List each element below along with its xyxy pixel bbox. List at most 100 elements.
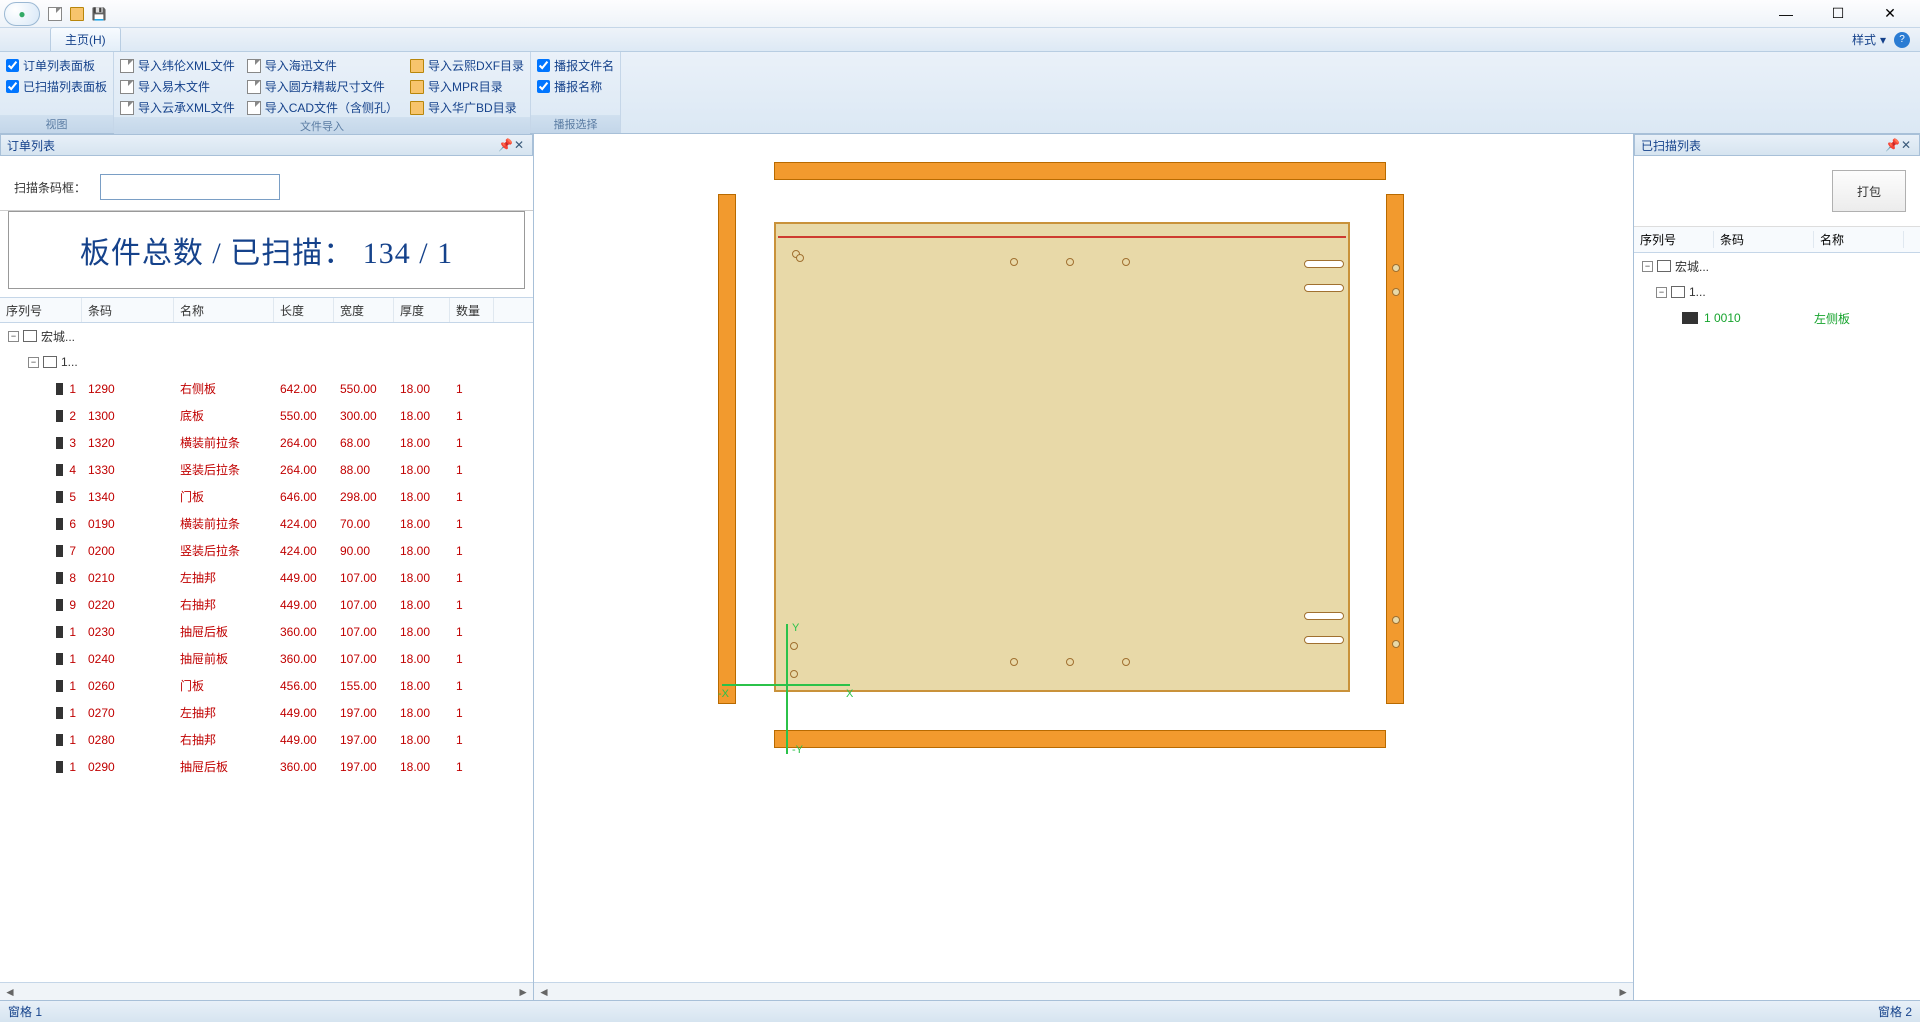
horizontal-scrollbar[interactable]: ◄► bbox=[0, 982, 533, 1000]
minimize-button[interactable]: — bbox=[1768, 4, 1804, 24]
help-icon[interactable]: ? bbox=[1894, 32, 1910, 48]
table-row[interactable]: 10010左侧板 bbox=[1634, 305, 1920, 331]
side-hole-dot bbox=[1392, 264, 1400, 272]
import-yuncheng-xml[interactable]: 导入云承XML文件 bbox=[120, 98, 235, 117]
save-file-icon[interactable]: 💾 bbox=[90, 5, 108, 23]
toggle-order-list-panel[interactable]: 订单列表面板 bbox=[6, 56, 107, 75]
hole-dot bbox=[1066, 258, 1074, 266]
tree-collapse-icon[interactable]: − bbox=[1656, 287, 1667, 298]
import-mpr-dir[interactable]: 导入MPR目录 bbox=[410, 77, 524, 96]
app-menu-orb[interactable]: ● bbox=[4, 2, 40, 26]
tree-sub-label: 1... bbox=[1689, 285, 1706, 299]
hole-dot bbox=[796, 254, 804, 262]
ribbon-group-view-label: 视图 bbox=[0, 115, 113, 133]
table-row[interactable]: 10240抽屉前板360.00107.0018.001 bbox=[0, 645, 533, 672]
side-hole-dot bbox=[1392, 616, 1400, 624]
counter-text: 板件总数 / 已扫描： 134 / 1 bbox=[80, 228, 453, 272]
col-len[interactable]: 长度 bbox=[274, 298, 334, 322]
open-file-icon[interactable] bbox=[68, 5, 86, 23]
barcode-label: 扫描条码框： bbox=[14, 179, 86, 196]
rcol-seq[interactable]: 序列号 bbox=[1634, 231, 1714, 248]
table-row[interactable]: 51340门板646.00298.0018.001 bbox=[0, 483, 533, 510]
table-row[interactable]: 10260门板456.00155.0018.001 bbox=[0, 672, 533, 699]
toggle-broadcast-name[interactable]: 播报名称 bbox=[537, 77, 614, 96]
table-row[interactable]: 31320横装前拉条264.0068.0018.001 bbox=[0, 429, 533, 456]
side-hole-dot bbox=[1392, 640, 1400, 648]
table-row[interactable]: 10230抽屉后板360.00107.0018.001 bbox=[0, 618, 533, 645]
table-row[interactable]: 10280右抽邦449.00197.0018.001 bbox=[0, 726, 533, 753]
tree-collapse-icon[interactable]: − bbox=[8, 331, 19, 342]
tree-sub-row[interactable]: − 1... bbox=[0, 349, 533, 375]
group-icon bbox=[23, 330, 37, 342]
table-row[interactable]: 41330竖装后拉条264.0088.0018.001 bbox=[0, 456, 533, 483]
new-file-icon[interactable] bbox=[46, 5, 64, 23]
rcol-code[interactable]: 条码 bbox=[1714, 231, 1814, 248]
order-list-title: 订单列表 bbox=[7, 137, 55, 154]
table-row[interactable]: 90220右抽邦449.00107.0018.001 bbox=[0, 591, 533, 618]
order-grid-body[interactable]: − 宏城... − 1... 11290右侧板642.00550.0018.00… bbox=[0, 323, 533, 982]
tree-collapse-icon[interactable]: − bbox=[1642, 261, 1653, 272]
part-icon bbox=[56, 518, 63, 530]
top-rail bbox=[774, 162, 1386, 180]
hole-dot bbox=[1010, 658, 1018, 666]
col-code[interactable]: 条码 bbox=[82, 298, 174, 322]
col-name[interactable]: 名称 bbox=[174, 298, 274, 322]
rcol-name[interactable]: 名称 bbox=[1814, 231, 1904, 248]
table-row[interactable]: 80210左抽邦449.00107.0018.001 bbox=[0, 564, 533, 591]
part-icon bbox=[56, 545, 63, 557]
barcode-input[interactable] bbox=[100, 174, 280, 200]
ribbon: 订单列表面板 已扫描列表面板 视图 导入纬伦XML文件 导入易木文件 导入云承X… bbox=[0, 52, 1920, 134]
inner-line bbox=[778, 236, 1346, 238]
tree-root-row[interactable]: − 宏城... bbox=[1634, 253, 1920, 279]
close-icon[interactable]: ✕ bbox=[1899, 138, 1913, 152]
order-grid-header: 序列号 条码 名称 长度 宽度 厚度 数量 bbox=[0, 297, 533, 323]
table-row[interactable]: 10270左抽邦449.00197.0018.001 bbox=[0, 699, 533, 726]
tree-collapse-icon[interactable]: − bbox=[28, 357, 39, 368]
col-qty[interactable]: 数量 bbox=[450, 298, 494, 322]
table-row[interactable]: 11290右侧板642.00550.0018.001 bbox=[0, 375, 533, 402]
quick-access-toolbar: 💾 bbox=[46, 5, 108, 23]
toggle-broadcast-filename[interactable]: 播报文件名 bbox=[537, 56, 614, 75]
table-row[interactable]: 70200竖装后拉条424.0090.0018.001 bbox=[0, 537, 533, 564]
table-row[interactable]: 10290抽屉后板360.00197.0018.001 bbox=[0, 753, 533, 780]
import-haixun[interactable]: 导入海迅文件 bbox=[247, 56, 398, 75]
table-row[interactable]: 60190横装前拉条424.0070.0018.001 bbox=[0, 510, 533, 537]
scanned-grid-body[interactable]: − 宏城... − 1... 10010左侧板 bbox=[1634, 253, 1920, 1000]
import-cad[interactable]: 导入CAD文件（含侧孔） bbox=[247, 98, 398, 117]
tree-root-row[interactable]: − 宏城... bbox=[0, 323, 533, 349]
part-icon bbox=[56, 680, 63, 692]
ribbon-group-broadcast: 播报文件名 播报名称 播报选择 bbox=[531, 52, 621, 133]
tree-sub-row[interactable]: − 1... bbox=[1634, 279, 1920, 305]
col-wid[interactable]: 宽度 bbox=[334, 298, 394, 322]
part-icon bbox=[56, 626, 63, 638]
left-rail bbox=[718, 194, 736, 704]
import-yimu[interactable]: 导入易木文件 bbox=[120, 77, 235, 96]
style-menu[interactable]: 样式 ▾ ? bbox=[1842, 28, 1920, 51]
close-icon[interactable]: ✕ bbox=[512, 138, 526, 152]
tab-home[interactable]: 主页(H) bbox=[50, 27, 121, 51]
maximize-button[interactable]: ☐ bbox=[1820, 4, 1856, 24]
toggle-scanned-list-panel[interactable]: 已扫描列表面板 bbox=[6, 77, 107, 96]
tree-root-label: 宏城... bbox=[41, 328, 75, 345]
import-yuanfang[interactable]: 导入圆方精裁尺寸文件 bbox=[247, 77, 398, 96]
subgroup-icon bbox=[43, 356, 57, 368]
side-hole-dot bbox=[1392, 288, 1400, 296]
pin-icon[interactable]: 📌 bbox=[1885, 138, 1899, 152]
import-yunxi-dxf-dir[interactable]: 导入云熙DXF目录 bbox=[410, 56, 524, 75]
hole-dot bbox=[1010, 258, 1018, 266]
canvas-hscroll[interactable]: ◄► bbox=[534, 982, 1633, 1000]
col-thk[interactable]: 厚度 bbox=[394, 298, 450, 322]
table-row[interactable]: 21300底板550.00300.0018.001 bbox=[0, 402, 533, 429]
ribbon-group-broadcast-label: 播报选择 bbox=[531, 115, 620, 133]
col-seq[interactable]: 序列号 bbox=[0, 298, 82, 322]
close-button[interactable]: ✕ bbox=[1872, 4, 1908, 24]
import-huaguang-bd-dir[interactable]: 导入华广BD目录 bbox=[410, 98, 524, 117]
axis-label: X bbox=[846, 688, 853, 700]
hole-dot bbox=[790, 642, 798, 650]
part-icon bbox=[56, 734, 63, 746]
axis-label: -Y bbox=[792, 744, 803, 756]
pin-icon[interactable]: 📌 bbox=[498, 138, 512, 152]
import-weilun-xml[interactable]: 导入纬伦XML文件 bbox=[120, 56, 235, 75]
pack-button[interactable]: 打包 bbox=[1832, 170, 1906, 212]
part-canvas[interactable]: -XXY-Y bbox=[534, 134, 1633, 982]
